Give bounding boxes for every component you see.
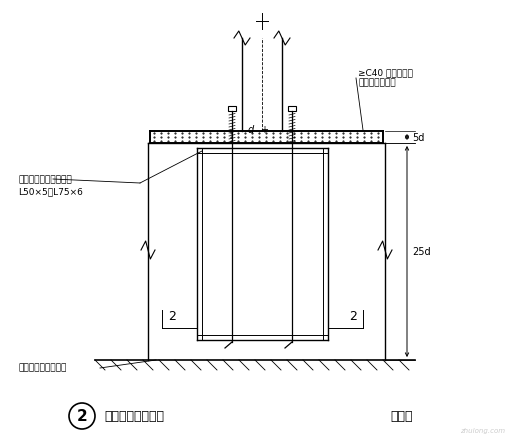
Text: ≥C40 无收缩砂石: ≥C40 无收缩砂石 — [358, 68, 413, 77]
Text: +: + — [260, 125, 268, 135]
Bar — [228, 107, 236, 112]
Text: 25d: 25d — [412, 247, 430, 257]
Text: 柱脚锚栓固定支架: 柱脚锚栓固定支架 — [104, 410, 164, 423]
Text: （二）: （二） — [390, 410, 412, 423]
Text: zhulong.com: zhulong.com — [460, 427, 505, 433]
Bar — [288, 107, 296, 112]
Text: 锚栓固定架设置标高: 锚栓固定架设置标高 — [18, 362, 66, 371]
Text: 2: 2 — [349, 310, 357, 323]
Text: L50×5～L75×6: L50×5～L75×6 — [18, 187, 83, 196]
Text: 锚栓固定角钢，通常用: 锚栓固定角钢，通常用 — [18, 175, 72, 184]
Text: 2: 2 — [76, 409, 87, 424]
Text: 混凝土或细砂浆: 混凝土或细砂浆 — [358, 78, 396, 87]
Text: 5d: 5d — [412, 133, 424, 143]
Text: d: d — [248, 125, 254, 135]
Text: 2: 2 — [168, 310, 176, 323]
